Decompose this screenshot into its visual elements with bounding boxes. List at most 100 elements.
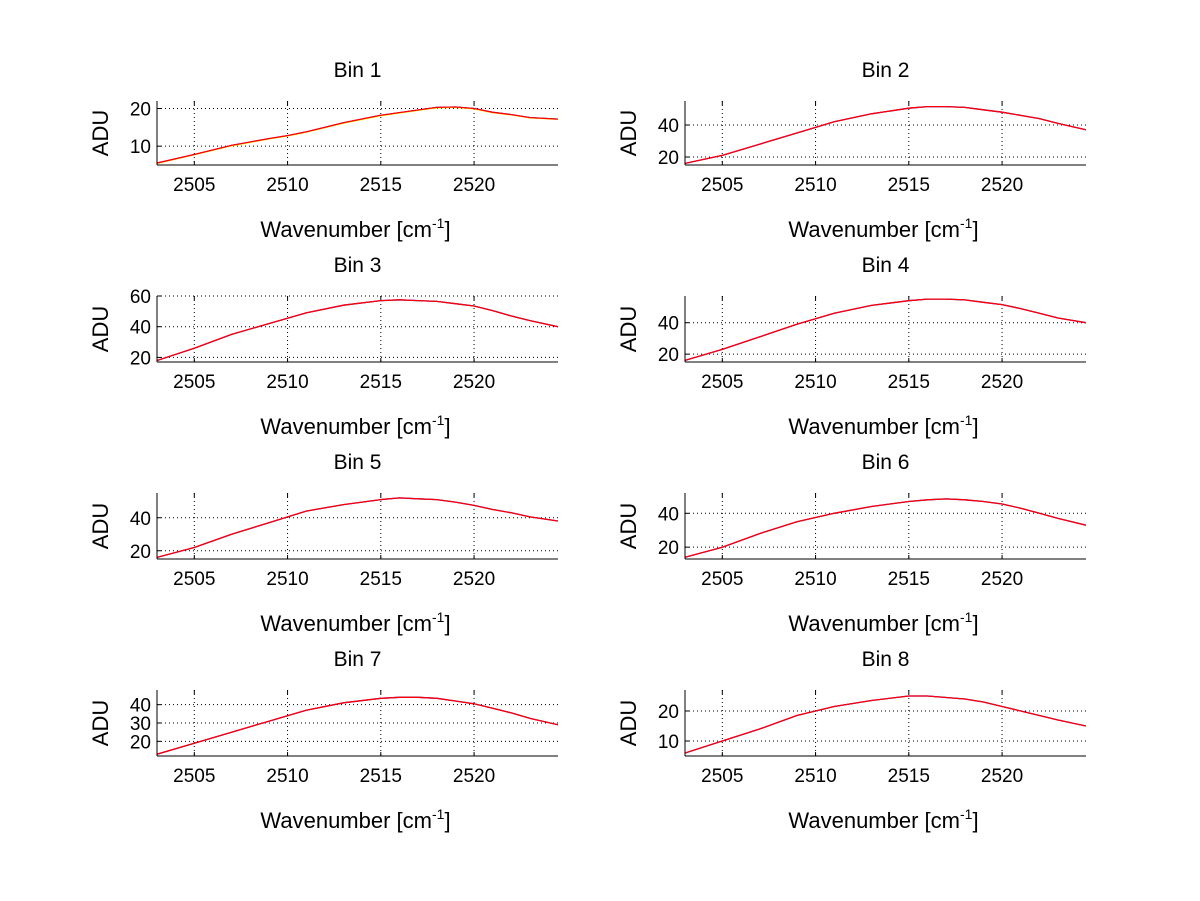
series-line-2 [157, 299, 558, 362]
x-tick-label: 2515 [888, 766, 930, 787]
y-axis-label: ADU [616, 503, 641, 549]
y-tick-label: 40 [658, 504, 679, 525]
series-line-2 [685, 498, 1086, 558]
y-tick-label: 20 [130, 542, 151, 563]
chart-title: Bin 7 [334, 648, 382, 671]
x-tick-label: 2520 [453, 372, 495, 393]
x-axis-label: Wavenumber [cm-1] [788, 806, 978, 833]
y-axis-label: ADU [88, 110, 113, 156]
series-line-2 [157, 696, 558, 755]
subplot-2: 2505 2510 2515 2520 20 40 Bin 2 Wavenumber [cm-… [616, 59, 1086, 242]
y-axis-label: ADU [616, 700, 641, 746]
series-line-1 [157, 497, 558, 559]
chart-title: Bin 8 [862, 648, 910, 671]
series-line-3 [157, 106, 558, 164]
y-tick-label: 40 [130, 318, 151, 339]
x-tick-label: 2520 [981, 372, 1023, 393]
series-line-2 [685, 695, 1086, 754]
x-tick-label: 2505 [173, 569, 215, 590]
series-line-2 [685, 298, 1086, 362]
x-tick-label: 2515 [360, 569, 402, 590]
x-axis-label: Wavenumber [cm-1] [788, 412, 978, 439]
x-tick-label: 2505 [173, 766, 215, 787]
series-line-1 [157, 696, 558, 755]
x-tick-label: 2510 [266, 569, 308, 590]
x-tick-label: 2520 [981, 766, 1023, 787]
y-tick-label: 20 [658, 538, 679, 559]
y-tick-label: 40 [130, 509, 151, 530]
subplot-8: 2505 2510 2515 2520 10 20 Bin 8 Wavenumber [cm-… [616, 648, 1086, 833]
series-line-1 [157, 299, 558, 362]
y-axis-label: ADU [88, 306, 113, 352]
chart-title: Bin 6 [862, 451, 910, 474]
subplot-1: 2505 2510 2515 2520 10 20 Bin 1 Wavenumber [cm-… [88, 59, 558, 242]
series-line-1 [685, 105, 1086, 165]
chart-title: Bin 1 [334, 59, 382, 82]
x-tick-label: 2505 [701, 766, 743, 787]
y-tick-label: 40 [658, 116, 679, 137]
y-tick-label: 30 [130, 714, 151, 735]
x-tick-label: 2510 [794, 175, 836, 196]
y-axis-label: ADU [88, 503, 113, 549]
x-tick-label: 2515 [360, 175, 402, 196]
series-line-2 [157, 106, 558, 165]
x-axis-label: Wavenumber [cm-1] [788, 609, 978, 636]
x-tick-label: 2515 [888, 372, 930, 393]
y-tick-label: 10 [658, 732, 679, 753]
chart-title: Bin 5 [334, 451, 382, 474]
chart-title: Bin 2 [862, 59, 910, 82]
x-tick-label: 2510 [794, 569, 836, 590]
y-axis-label: ADU [88, 700, 113, 746]
x-tick-label: 2510 [266, 372, 308, 393]
series-line-1 [685, 298, 1086, 362]
x-tick-label: 2505 [701, 569, 743, 590]
x-tick-label: 2520 [981, 175, 1023, 196]
x-tick-label: 2515 [360, 766, 402, 787]
y-tick-label: 60 [130, 287, 151, 308]
series-line-1 [685, 695, 1086, 754]
y-tick-label: 10 [130, 137, 151, 158]
x-tick-label: 2510 [266, 175, 308, 196]
subplot-4: 2505 2510 2515 2520 20 40 Bin 4 Wavenumber [cm-… [616, 254, 1086, 439]
x-tick-label: 2515 [888, 569, 930, 590]
x-tick-label: 2505 [173, 372, 215, 393]
x-tick-label: 2510 [794, 766, 836, 787]
y-tick-label: 40 [130, 696, 151, 717]
x-tick-label: 2520 [453, 175, 495, 196]
subplot-3: 2505 2510 2515 2520 20 40 60 Bin 3 Wavenumber [c… [88, 254, 558, 439]
x-axis-label: Wavenumber [cm-1] [788, 215, 978, 242]
y-tick-label: 20 [658, 148, 679, 169]
y-tick-label: 20 [130, 732, 151, 753]
x-tick-label: 2515 [360, 372, 402, 393]
series-line-2 [685, 105, 1086, 165]
x-axis-label: Wavenumber [cm-1] [260, 609, 450, 636]
x-tick-label: 2510 [266, 766, 308, 787]
subplot-5: 2505 2510 2515 2520 20 40 Bin 5 Wavenumber [cm-… [88, 451, 558, 636]
x-axis-label: Wavenumber [cm-1] [260, 412, 450, 439]
y-axis-label: ADU [616, 110, 641, 156]
x-tick-label: 2520 [453, 766, 495, 787]
x-tick-label: 2505 [701, 175, 743, 196]
x-tick-label: 2520 [981, 569, 1023, 590]
chart-title: Bin 4 [862, 254, 910, 277]
y-tick-label: 20 [658, 702, 679, 723]
y-axis-label: ADU [616, 306, 641, 352]
subplot-6: 2505 2510 2515 2520 20 40 Bin 6 Wavenumber [cm-… [616, 451, 1086, 636]
y-tick-label: 20 [658, 345, 679, 366]
x-tick-label: 2520 [453, 569, 495, 590]
x-tick-label: 2515 [888, 175, 930, 196]
x-tick-label: 2510 [794, 372, 836, 393]
x-axis-label: Wavenumber [cm-1] [260, 215, 450, 242]
y-tick-label: 40 [658, 314, 679, 335]
x-tick-label: 2505 [701, 372, 743, 393]
x-tick-label: 2505 [173, 175, 215, 196]
series-line-1 [685, 498, 1086, 558]
y-tick-label: 20 [130, 348, 151, 369]
y-tick-label: 20 [130, 100, 151, 121]
x-axis-label: Wavenumber [cm-1] [260, 806, 450, 833]
chart-title: Bin 3 [334, 254, 382, 277]
series-line-1 [157, 106, 558, 164]
series-line-2 [157, 497, 558, 559]
